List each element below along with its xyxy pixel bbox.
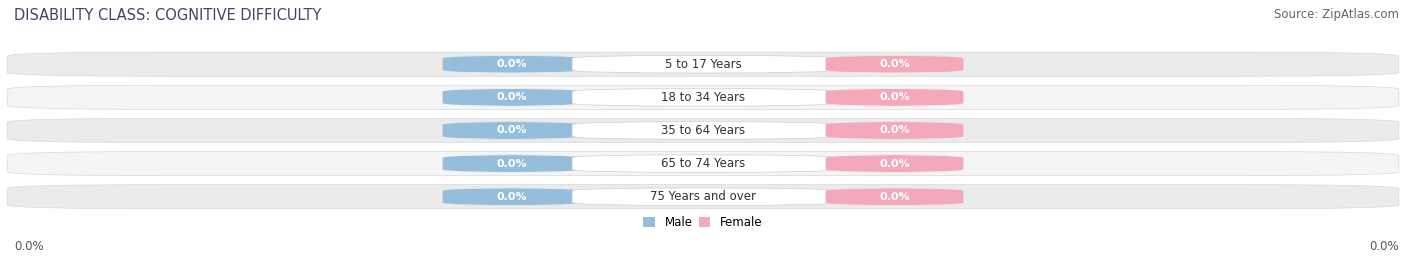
FancyBboxPatch shape	[572, 89, 834, 106]
Text: 0.0%: 0.0%	[496, 125, 527, 136]
FancyBboxPatch shape	[572, 122, 834, 139]
Text: 18 to 34 Years: 18 to 34 Years	[661, 91, 745, 104]
FancyBboxPatch shape	[7, 85, 1399, 109]
Text: 0.0%: 0.0%	[879, 92, 910, 102]
FancyBboxPatch shape	[572, 155, 834, 172]
Text: 0.0%: 0.0%	[496, 92, 527, 102]
FancyBboxPatch shape	[825, 188, 963, 206]
Text: 0.0%: 0.0%	[879, 159, 910, 169]
FancyBboxPatch shape	[825, 122, 963, 139]
FancyBboxPatch shape	[572, 55, 834, 73]
FancyBboxPatch shape	[825, 155, 963, 172]
FancyBboxPatch shape	[443, 89, 581, 106]
Text: 0.0%: 0.0%	[496, 159, 527, 169]
FancyBboxPatch shape	[572, 188, 834, 206]
Text: 0.0%: 0.0%	[14, 240, 44, 253]
FancyBboxPatch shape	[7, 52, 1399, 76]
Text: 0.0%: 0.0%	[879, 125, 910, 136]
FancyBboxPatch shape	[443, 55, 581, 73]
Text: DISABILITY CLASS: COGNITIVE DIFFICULTY: DISABILITY CLASS: COGNITIVE DIFFICULTY	[14, 8, 322, 23]
Text: Source: ZipAtlas.com: Source: ZipAtlas.com	[1274, 8, 1399, 21]
Text: 0.0%: 0.0%	[1369, 240, 1399, 253]
Text: 0.0%: 0.0%	[496, 192, 527, 202]
FancyBboxPatch shape	[7, 118, 1399, 143]
FancyBboxPatch shape	[443, 122, 581, 139]
FancyBboxPatch shape	[7, 185, 1399, 209]
Text: 0.0%: 0.0%	[879, 192, 910, 202]
Text: 0.0%: 0.0%	[879, 59, 910, 69]
Text: 5 to 17 Years: 5 to 17 Years	[665, 58, 741, 71]
Text: 35 to 64 Years: 35 to 64 Years	[661, 124, 745, 137]
FancyBboxPatch shape	[7, 151, 1399, 176]
FancyBboxPatch shape	[443, 188, 581, 206]
FancyBboxPatch shape	[825, 89, 963, 106]
Text: 0.0%: 0.0%	[496, 59, 527, 69]
Text: 75 Years and over: 75 Years and over	[650, 190, 756, 203]
FancyBboxPatch shape	[443, 155, 581, 172]
FancyBboxPatch shape	[825, 55, 963, 73]
Text: 65 to 74 Years: 65 to 74 Years	[661, 157, 745, 170]
Legend: Male, Female: Male, Female	[644, 216, 762, 229]
